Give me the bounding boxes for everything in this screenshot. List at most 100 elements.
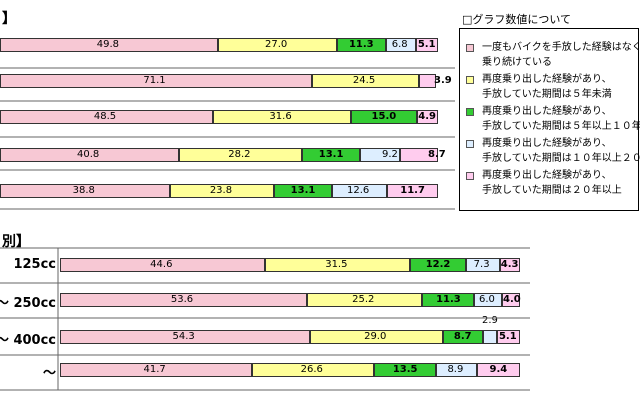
data-label-row2-series3: 11.3 — [436, 294, 461, 305]
data-label-row3-series1: 54.3 — [172, 331, 195, 342]
data-label-row2-series1: 71.1 — [143, 75, 166, 86]
data-label-row4-series1: 40.8 — [77, 149, 100, 160]
bar-segment-row2-series4 — [474, 293, 503, 307]
bar-segment-row2-series1 — [0, 74, 312, 88]
data-label-row1-series4: 6.8 — [391, 39, 408, 50]
data-label-row1-series2: 27.0 — [265, 39, 288, 50]
bar-segment-row3-series2 — [309, 330, 444, 344]
chart-1-heading: 】 — [2, 11, 16, 27]
data-label-row1-series5: 4.3 — [500, 259, 519, 270]
data-label-row3-series2: 31.6 — [269, 111, 292, 122]
data-label-row4-series3: 13.1 — [318, 149, 344, 160]
data-label-row4-series2: 26.6 — [300, 364, 323, 375]
data-label-row3-series2: 29.0 — [364, 331, 387, 342]
bar-segment-row2-series5 — [502, 293, 521, 307]
legend-swatch-4 — [466, 140, 474, 148]
bar-segment-row2-series3 — [422, 293, 475, 307]
bar-segment-row4-series3 — [374, 363, 437, 377]
legend-item-4-line2: 手放していた期間は１０年以上２０ — [482, 153, 640, 164]
bar-segment-row1-series5 — [499, 258, 520, 272]
legend-item-4-line1: 再度乗り出した経験があり、 — [482, 138, 612, 149]
bar-segment-row1-series2 — [265, 258, 411, 272]
bar-segment-row4-series2 — [251, 363, 375, 377]
bar-segment-row2-series2 — [306, 293, 423, 307]
data-label-row2-series2: 25.2 — [352, 294, 375, 305]
bar-segment-row4-series3 — [302, 148, 360, 162]
bar-segment-row4-series1 — [60, 363, 252, 377]
legend-swatch-1 — [466, 44, 474, 52]
data-label-row4-series1: 41.7 — [143, 364, 166, 375]
legend-swatch-5 — [466, 172, 474, 180]
legend-item-2-line2: 手放していた期間は５年未満 — [482, 89, 612, 100]
legend-item-1-line2: 乗り続けている — [482, 57, 552, 68]
bar-segment-row2-series2 — [311, 74, 419, 88]
legend-item-2-line1: 再度乗り出した経験があり、 — [482, 74, 612, 85]
data-label-row5-series2: 23.8 — [209, 185, 233, 196]
data-label-row5-series1: 38.8 — [72, 185, 95, 196]
bar-segment-row4-series5 — [477, 363, 521, 377]
data-label-row1-series1: 49.8 — [96, 39, 119, 50]
data-label-row1-series3: 12.2 — [425, 259, 451, 270]
data-label-row2-series5: 3.9 — [434, 75, 452, 86]
bar-segment-row4-series1 — [0, 148, 179, 162]
data-label-row3-series3: 8.7 — [453, 331, 472, 342]
category-label-row3: ～ 400cc — [0, 333, 56, 348]
bar-segment-row1-series3 — [336, 38, 387, 52]
data-label-row3-series4: 2.9 — [482, 315, 498, 326]
bar-segment-row2-series5 — [419, 74, 437, 88]
chart-2-heading: 別】 — [2, 234, 30, 250]
data-label-row5-series3: 13.1 — [290, 185, 316, 196]
bar-segment-row5-series3 — [274, 184, 332, 198]
bar-segment-row3-series3 — [443, 330, 484, 344]
bar-segment-row3-series1 — [0, 110, 213, 124]
data-label-row3-series1: 48.5 — [93, 111, 117, 122]
data-label-row2-series1: 53.6 — [170, 294, 194, 305]
bar-segment-row1-series3 — [410, 258, 467, 272]
bar-segment-row1-series1 — [60, 258, 266, 272]
data-label-row3-series3: 15.0 — [371, 111, 397, 122]
data-label-row1-series3: 11.3 — [348, 39, 374, 50]
bar-segment-row2-series1 — [60, 293, 307, 307]
legend-item-3-line1: 再度乗り出した経験があり、 — [482, 106, 612, 117]
data-label-row1-series5: 5.1 — [417, 39, 436, 50]
data-label-row2-series4: 6.0 — [478, 294, 495, 305]
bar-segment-row4-series2 — [178, 148, 303, 162]
data-label-row3-series5: 4.9 — [418, 111, 436, 122]
bar-segment-row3-series5 — [416, 110, 439, 124]
bar-segment-row3-series2 — [212, 110, 352, 124]
bar-segment-row5-series2 — [170, 184, 275, 198]
data-label-row4-series5: 9.4 — [489, 364, 508, 375]
legend-title: □グラフ数値について — [462, 13, 572, 26]
data-label-row5-series4: 12.6 — [347, 185, 370, 196]
bar-segment-row5-series4 — [331, 184, 387, 198]
data-label-row4-series2: 28.2 — [228, 149, 251, 160]
category-label-row1: 125cc — [13, 257, 56, 272]
data-label-row4-series4: 9.2 — [382, 149, 398, 160]
data-label-row1-series4: 7.3 — [473, 259, 490, 270]
legend-swatch-3 — [466, 108, 474, 116]
data-label-row5-series5: 11.7 — [400, 185, 425, 196]
bar-segment-row3-series4 — [483, 330, 497, 344]
legend-item-3-line2: 手放していた期間は５年以上１０年 — [482, 121, 640, 132]
category-label-row2: ～ 250cc — [0, 296, 56, 311]
legend — [459, 28, 639, 211]
bar-segment-row5-series5 — [387, 184, 439, 198]
legend-swatch-2 — [466, 76, 474, 84]
data-label-row4-series5: 8.7 — [428, 149, 446, 160]
bar-segment-row1-series5 — [415, 38, 439, 52]
bar-segment-row3-series1 — [60, 330, 310, 344]
legend-item-1-line1: 一度もバイクを手放した経験はなく — [482, 42, 640, 53]
data-label-row2-series2: 24.5 — [352, 75, 376, 86]
legend-item-5-line1: 再度乗り出した経験があり、 — [482, 170, 612, 181]
data-label-row2-series5: 4.0 — [503, 294, 521, 305]
bar-segment-row1-series1 — [0, 38, 219, 52]
data-label-row1-series2: 31.5 — [325, 259, 348, 270]
data-label-row4-series4: 8.9 — [447, 364, 464, 375]
bar-segment-row4-series4 — [436, 363, 478, 377]
bar-segment-row1-series4 — [466, 258, 500, 272]
bar-segment-row4-series4 — [359, 148, 401, 162]
category-label-row4: ～ — [42, 366, 56, 381]
legend-item-5-line2: 手放していた期間は２０年以上 — [482, 185, 622, 196]
bar-segment-row4-series5 — [400, 148, 439, 162]
